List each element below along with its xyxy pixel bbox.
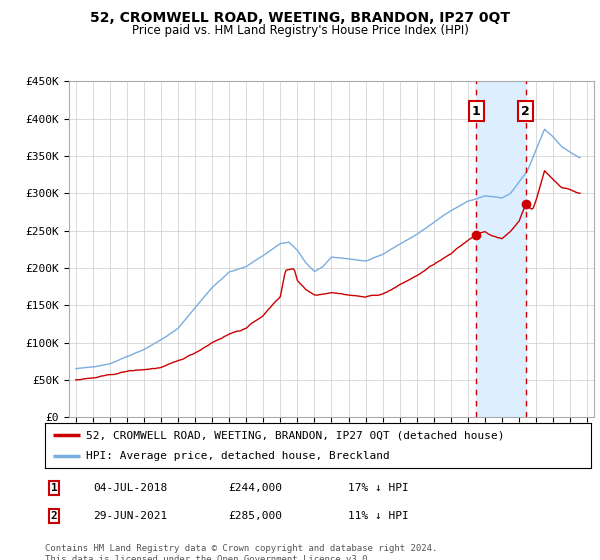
Text: 2: 2 [50, 511, 58, 521]
Text: Price paid vs. HM Land Registry's House Price Index (HPI): Price paid vs. HM Land Registry's House … [131, 24, 469, 36]
Text: 29-JUN-2021: 29-JUN-2021 [93, 511, 167, 521]
Text: 1: 1 [472, 105, 481, 118]
Text: Contains HM Land Registry data © Crown copyright and database right 2024.
This d: Contains HM Land Registry data © Crown c… [45, 544, 437, 560]
Text: 17% ↓ HPI: 17% ↓ HPI [348, 483, 409, 493]
Text: 11% ↓ HPI: 11% ↓ HPI [348, 511, 409, 521]
Text: £285,000: £285,000 [228, 511, 282, 521]
Text: HPI: Average price, detached house, Breckland: HPI: Average price, detached house, Brec… [86, 451, 390, 461]
Text: 52, CROMWELL ROAD, WEETING, BRANDON, IP27 0QT: 52, CROMWELL ROAD, WEETING, BRANDON, IP2… [90, 11, 510, 25]
Bar [476, 81, 526, 417]
Text: £244,000: £244,000 [228, 483, 282, 493]
Text: 52, CROMWELL ROAD, WEETING, BRANDON, IP27 0QT (detached house): 52, CROMWELL ROAD, WEETING, BRANDON, IP2… [86, 430, 505, 440]
Text: 1: 1 [50, 483, 58, 493]
Text: 04-JUL-2018: 04-JUL-2018 [93, 483, 167, 493]
Text: 2: 2 [521, 105, 530, 118]
